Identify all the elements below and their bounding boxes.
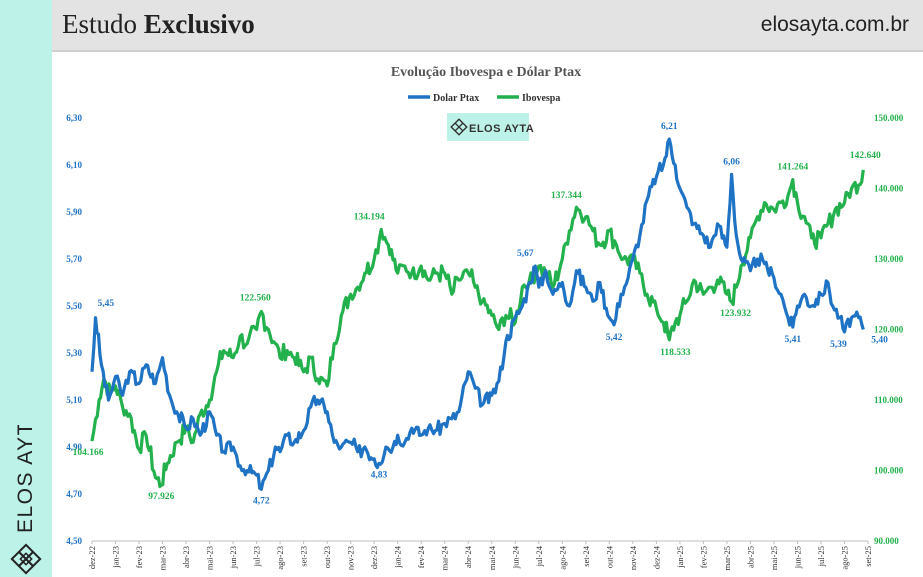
sidebar-brand: ELOS AYTA: [10, 425, 42, 575]
x-tick-label: jul-24: [534, 545, 544, 567]
data-label-dolar-4: 5,42: [606, 333, 623, 343]
y-left-tick-label: 5,30: [66, 348, 82, 358]
watermark-badge: ELOS AYTA: [447, 113, 534, 141]
x-tick-label: jun-23: [228, 546, 238, 569]
data-label-ibovespa-15: 118.533: [660, 348, 691, 358]
x-tick-label: mai-25: [769, 546, 779, 570]
y-right-tick-label: 100.000: [874, 466, 904, 476]
x-tick-label: jun-25: [792, 546, 802, 569]
y-right-tick-label: 140.000: [874, 184, 904, 194]
x-tick-label: set-24: [581, 545, 591, 567]
data-label-dolar-3: 5,67: [517, 249, 534, 259]
page-title-plain: Estudo: [62, 9, 144, 39]
data-label-dolar-7: 5,41: [784, 335, 801, 345]
data-label-dolar-5: 6,21: [661, 122, 678, 132]
elos-ayta-logo-icon: [10, 543, 42, 575]
y-right-tick-label: 130.000: [874, 254, 904, 264]
sidebar-brand-text: ELOS AYTA: [14, 425, 37, 533]
x-tick-label: ago-23: [275, 546, 285, 570]
y-left-tick-label: 5,70: [66, 254, 82, 264]
chart: Evolução Ibovespa e Dólar Ptax Dolar Pta…: [66, 65, 904, 570]
x-tick-label: jul-23: [252, 546, 262, 567]
y-right-tick-label: 150.000: [874, 113, 904, 123]
sidebar: ELOS AYTA: [0, 0, 52, 577]
elos-ayta-badge-icon: [450, 118, 468, 136]
y-left-tick-label: 4,70: [66, 489, 82, 499]
x-tick-label: fev-24: [416, 545, 426, 568]
site-url: elosayta.com.br: [760, 13, 909, 36]
data-label-dolar-0: 5,45: [98, 299, 115, 309]
x-tick-label: out-24: [604, 545, 614, 568]
x-tick-label: mar-24: [440, 545, 450, 570]
y-right-tick-label: 110.000: [874, 395, 903, 405]
data-label-dolar-1: 4,72: [253, 496, 270, 506]
x-tick-label: abr-24: [463, 545, 473, 568]
x-tick-label: fev-23: [134, 546, 144, 568]
x-tick-label: jun-24: [510, 545, 520, 569]
x-tick-label: dez-22: [87, 546, 97, 569]
y-right-tick-label: 120.000: [874, 325, 904, 335]
data-label-dolar-6: 6,06: [723, 157, 740, 167]
data-labels: 5,45 4,72 4,83 5,67 5,42 6,21 6,06 5,41 5,39 5,40…: [73, 122, 889, 506]
data-label-dolar-8: 5,39: [830, 340, 847, 350]
header: Estudo Exclusivo elosayta.com.br: [52, 0, 923, 50]
page-title-bold: Exclusivo: [143, 9, 255, 39]
x-tick-label: mar-23: [158, 546, 168, 570]
axes: 4,50 4,70 4,90 5,10 5,30 5,50 5,70 5,90 6,10 6,30…: [66, 113, 904, 570]
x-tick-label: mai-23: [205, 546, 215, 570]
x-tick-label: fev-25: [698, 546, 708, 568]
y-left-tick-label: 5,50: [66, 301, 82, 311]
y-left-tick-label: 5,90: [66, 207, 82, 217]
data-label-ibovespa-10: 104.166: [73, 448, 104, 458]
header-divider: [52, 50, 923, 52]
y-left-tick-label: 4,90: [66, 442, 82, 452]
series-dolar-line: [90, 137, 865, 491]
x-tick-label: ago-25: [839, 546, 849, 570]
legend: Dolar Ptax Ibovespa: [408, 93, 560, 104]
watermark-text: ELOS AYTA: [469, 123, 534, 135]
data-label-dolar-2: 4,83: [371, 470, 388, 480]
x-tick-label: dez-24: [651, 545, 661, 569]
x-tick-label: abr-25: [745, 546, 755, 568]
x-tick-label: nov-24: [628, 545, 638, 570]
x-tick-label: ago-24: [557, 545, 567, 569]
data-label-ibovespa-11: 97.926: [148, 492, 174, 502]
chart-title: Evolução Ibovespa e Dólar Ptax: [391, 65, 581, 80]
data-label-dolar-9: 5,40: [871, 336, 888, 346]
series-layer: [90, 137, 865, 491]
y-left-tick-label: 5,10: [66, 395, 82, 405]
x-tick-label: nov-23: [346, 546, 356, 570]
y-left-tick-label: 6,10: [66, 160, 82, 170]
data-label-ibovespa-12: 122.560: [240, 293, 271, 303]
x-tick-label: mai-24: [487, 545, 497, 570]
x-tick-label: abr-23: [181, 546, 191, 568]
legend-label-dolar: Dolar Ptax: [433, 93, 479, 104]
x-tick-label: jan-23: [111, 546, 121, 569]
data-label-ibovespa-16: 123.932: [720, 309, 751, 319]
x-tick-label: set-23: [299, 546, 309, 567]
page-title: Estudo Exclusivo: [62, 9, 255, 40]
x-tick-label: set-25: [863, 546, 873, 567]
data-label-ibovespa-17: 141.264: [777, 163, 808, 173]
x-tick-label: out-23: [322, 546, 332, 568]
x-tick-label: jan-24: [393, 545, 403, 568]
x-tick-label: dez-23: [369, 546, 379, 569]
x-tick-label: mar-25: [722, 546, 732, 570]
legend-label-ibovespa: Ibovespa: [522, 93, 560, 104]
data-label-ibovespa-18: 142.640: [850, 151, 881, 161]
x-tick-label: jul-25: [816, 546, 826, 567]
y-left-tick-label: 4,50: [66, 536, 82, 546]
data-label-ibovespa-14: 137.344: [551, 191, 582, 201]
series-ibovespa-line: [90, 169, 865, 489]
data-label-ibovespa-13: 134.194: [354, 212, 385, 222]
y-left-tick-label: 6,30: [66, 113, 82, 123]
x-tick-label: jan-25: [675, 546, 685, 569]
y-right-tick-label: 90.000: [874, 536, 899, 546]
